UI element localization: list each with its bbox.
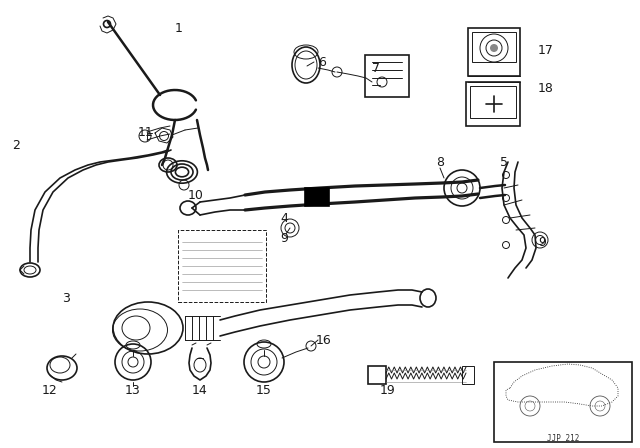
Text: JJP 212: JJP 212 (547, 434, 579, 443)
Bar (468, 28, 520, 76)
Text: 4: 4 (280, 211, 288, 224)
Text: 16: 16 (316, 333, 332, 346)
Bar (472, 32, 516, 62)
Text: 15: 15 (256, 383, 272, 396)
Text: 10: 10 (188, 189, 204, 202)
Text: 9: 9 (280, 232, 288, 245)
Text: 14: 14 (192, 383, 208, 396)
Bar (462, 366, 474, 384)
Text: 1: 1 (175, 22, 183, 34)
Text: 19: 19 (380, 383, 396, 396)
Text: 12: 12 (42, 383, 58, 396)
Bar (470, 86, 516, 118)
Text: 7: 7 (372, 61, 380, 74)
Text: 2: 2 (12, 138, 20, 151)
Bar (305, 188, 329, 206)
Text: 6: 6 (318, 56, 326, 69)
Circle shape (490, 44, 498, 52)
Text: 17: 17 (538, 43, 554, 56)
Text: 18: 18 (538, 82, 554, 95)
Bar (466, 82, 520, 126)
Bar (365, 55, 409, 97)
Text: 5: 5 (500, 155, 508, 168)
Text: 11: 11 (138, 125, 154, 138)
Ellipse shape (175, 167, 189, 177)
Bar (494, 362, 632, 442)
Text: 3: 3 (62, 292, 70, 305)
Bar (178, 230, 266, 302)
Text: 8: 8 (436, 155, 444, 168)
Text: 9: 9 (538, 236, 546, 249)
Text: 13: 13 (125, 383, 141, 396)
Bar (368, 366, 386, 384)
